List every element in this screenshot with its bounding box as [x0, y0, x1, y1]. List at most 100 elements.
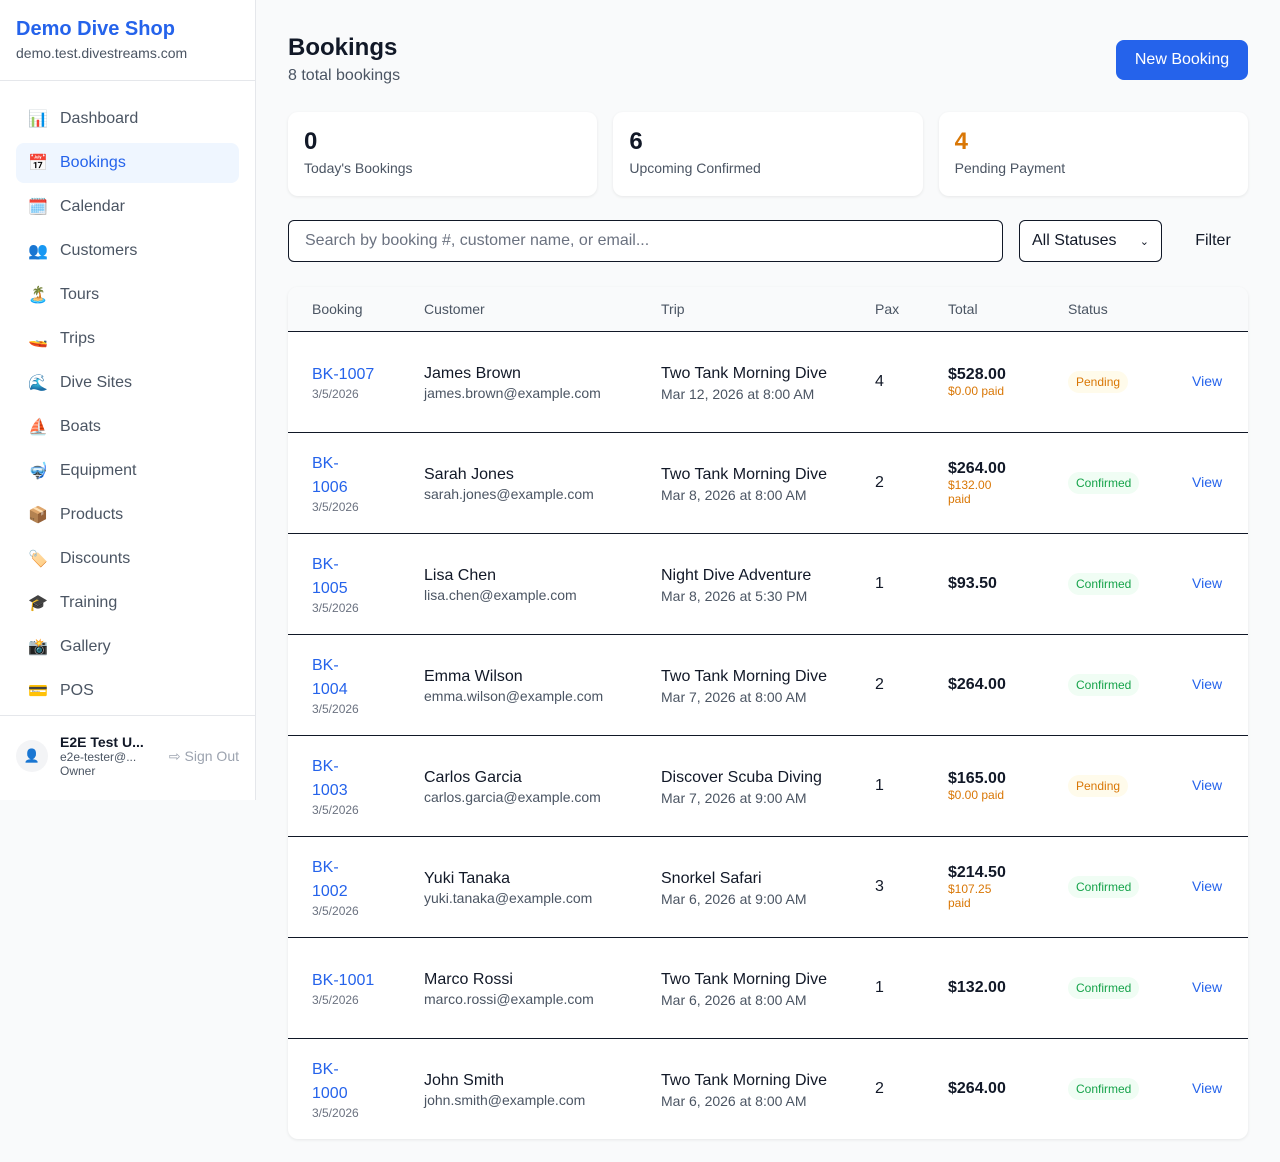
tours-icon: 🏝️ — [28, 287, 48, 304]
customer-name: James Brown — [424, 364, 521, 382]
sidebar: Demo Dive Shop demo.test.divestreams.com… — [0, 0, 256, 800]
customers-icon: 👥 — [28, 243, 48, 260]
chevron-down-icon: ⌄ — [1139, 235, 1149, 248]
customer-name: Yuki Tanaka — [424, 869, 510, 887]
amount-paid: $132.00 paid — [948, 477, 992, 506]
user-name: E2E Test U... — [60, 734, 144, 750]
table-row: BK-1000 3/5/2026 John Smith john.smith@exa… — [288, 1038, 1248, 1139]
customer-name: Sarah Jones — [424, 465, 514, 483]
new-booking-button[interactable]: New Booking — [1116, 40, 1248, 80]
sidebar-item-discounts[interactable]: 🏷️ Discounts — [16, 539, 239, 579]
booking-id-link[interactable]: BK-1003 — [312, 757, 348, 799]
view-link[interactable]: View — [1192, 978, 1223, 995]
customer-email: john.smith@example.com — [424, 1091, 586, 1108]
sidebar-item-label: Discounts — [60, 550, 131, 567]
stat-value: 6 — [629, 128, 643, 155]
sidebar-item-gallery[interactable]: 📸 Gallery — [16, 627, 239, 667]
sidebar-item-bookings[interactable]: 📅 Bookings — [16, 143, 239, 183]
booking-id-link[interactable]: BK-1006 — [312, 454, 348, 496]
customer-name: John Smith — [424, 1071, 505, 1089]
pax-count: 4 — [851, 331, 924, 433]
sidebar-item-label: Products — [60, 506, 124, 523]
status-badge: Confirmed — [1068, 572, 1140, 595]
sidebar-nav: 📊 Dashboard 📅 Bookings 🗓️ Calendar 👥 Customers 🏝… — [0, 81, 255, 711]
pax-count: 3 — [851, 836, 924, 938]
status-select[interactable]: All Statuses ⌄ — [1019, 220, 1162, 262]
status-select-value: All Statuses — [1032, 232, 1117, 249]
sidebar-item-tours[interactable]: 🏝️ Tours — [16, 275, 239, 315]
booking-total: $264.00 — [948, 675, 1006, 693]
filter-button[interactable]: Filter — [1178, 220, 1248, 262]
sidebar-item-label: Gallery — [60, 638, 111, 655]
view-link[interactable]: View — [1192, 877, 1223, 894]
user-avatar-icon: 👤 — [16, 740, 48, 772]
trip-date: Mar 12, 2026 at 8:00 AM — [661, 385, 815, 402]
search-input[interactable] — [288, 220, 1003, 262]
sidebar-item-label: Dashboard — [60, 110, 139, 127]
page-subtitle: 8 total bookings — [288, 67, 401, 84]
pax-count: 1 — [851, 735, 924, 837]
pax-count: 2 — [851, 432, 924, 534]
trip-name: Two Tank Morning Dive — [661, 1071, 827, 1089]
booking-id-link[interactable]: BK-1001 — [312, 971, 375, 989]
sidebar-item-label: Dive Sites — [60, 374, 133, 391]
pax-count: 1 — [851, 533, 924, 635]
booking-id-link[interactable]: BK-1004 — [312, 656, 348, 698]
status-badge: Confirmed — [1068, 471, 1140, 494]
shop-domain: demo.test.divestreams.com — [16, 45, 188, 61]
stats-row: 0 Today's Bookings 6 Upcoming Confirmed 4 P… — [288, 112, 1248, 196]
customer-name: Emma Wilson — [424, 667, 523, 685]
view-link[interactable]: View — [1192, 675, 1223, 692]
user-role: Owner — [60, 764, 96, 778]
sidebar-item-pos[interactable]: 💳 POS — [16, 671, 239, 711]
bookings-icon: 📅 — [28, 155, 48, 172]
view-link[interactable]: View — [1192, 473, 1223, 490]
table-row: BK-1002 3/5/2026 Yuki Tanaka yuki.tanaka@e… — [288, 836, 1248, 938]
stat-card-pending: 4 Pending Payment — [938, 112, 1248, 196]
trip-date: Mar 7, 2026 at 8:00 AM — [661, 688, 807, 705]
sidebar-item-training[interactable]: 🎓 Training — [16, 583, 239, 623]
sidebar-item-products[interactable]: 📦 Products — [16, 495, 239, 535]
column-header: Pax — [851, 287, 924, 332]
trip-date: Mar 6, 2026 at 9:00 AM — [661, 890, 807, 907]
boats-icon: ⛵ — [28, 419, 48, 436]
status-badge: Confirmed — [1068, 875, 1140, 898]
booking-id-link[interactable]: BK-1002 — [312, 858, 348, 900]
booking-total: $264.00 — [948, 459, 1006, 477]
sidebar-item-equipment[interactable]: 🤿 Equipment — [16, 451, 239, 491]
column-header: Trip — [637, 287, 851, 332]
booking-date: 3/5/2026 — [312, 802, 359, 817]
stat-card-upcoming: 6 Upcoming Confirmed — [613, 112, 923, 196]
sidebar-item-boats[interactable]: ⛵ Boats — [16, 407, 239, 447]
booking-id-link[interactable]: BK-1007 — [312, 365, 375, 383]
sidebar-item-trips[interactable]: 🚤 Trips — [16, 319, 239, 359]
view-link[interactable]: View — [1192, 1079, 1223, 1096]
sidebar-item-dive-sites[interactable]: 🌊 Dive Sites — [16, 363, 239, 403]
trip-name: Night Dive Adventure — [661, 566, 812, 584]
view-link[interactable]: View — [1192, 574, 1223, 591]
trip-date: Mar 6, 2026 at 8:00 AM — [661, 1092, 807, 1109]
training-icon: 🎓 — [28, 595, 48, 612]
booking-id-link[interactable]: BK-1005 — [312, 555, 348, 597]
sidebar-item-calendar[interactable]: 🗓️ Calendar — [16, 187, 239, 227]
status-badge: Confirmed — [1068, 673, 1140, 696]
stat-label: Today's Bookings — [304, 160, 413, 176]
sidebar-item-dashboard[interactable]: 📊 Dashboard — [16, 99, 239, 139]
sidebar-item-customers[interactable]: 👥 Customers — [16, 231, 239, 271]
trip-date: Mar 6, 2026 at 8:00 AM — [661, 991, 807, 1008]
dashboard-icon: 📊 — [28, 111, 48, 128]
sign-out-button[interactable]: ⇨ Sign Out — [169, 748, 239, 765]
status-badge: Confirmed — [1068, 1077, 1140, 1100]
trip-name: Two Tank Morning Dive — [661, 465, 827, 483]
view-link[interactable]: View — [1192, 776, 1223, 793]
shop-name[interactable]: Demo Dive Shop — [16, 18, 175, 40]
customer-email: marco.rossi@example.com — [424, 990, 594, 1007]
pax-count: 2 — [875, 1079, 884, 1097]
booking-date: 3/5/2026 — [312, 600, 359, 615]
view-link[interactable]: View — [1192, 372, 1223, 389]
dive-sites-icon: 🌊 — [28, 375, 48, 392]
booking-date: 3/5/2026 — [312, 386, 359, 401]
column-header: Total — [924, 287, 1044, 332]
customer-name: Lisa Chen — [424, 566, 497, 584]
booking-id-link[interactable]: BK-1000 — [312, 1060, 348, 1102]
